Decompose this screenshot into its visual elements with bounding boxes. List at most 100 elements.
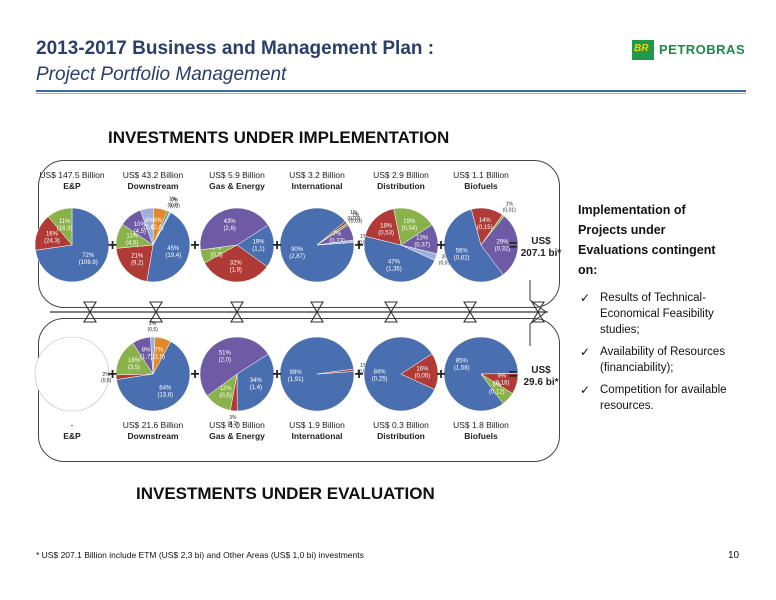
sidebar-bullet: ✓ Results of Technical-Economical Feasibi… — [580, 291, 714, 336]
sidebar-heading: Implementation of Projects under Evaluat… — [578, 203, 716, 277]
slice-label: 3% (0,1) — [228, 415, 239, 427]
pie-slice — [204, 244, 268, 283]
chart-header-name: E&P — [63, 181, 81, 191]
slice-label: 21% (9,2) — [131, 254, 144, 267]
chart-header-name: Biofuels — [464, 181, 498, 191]
pie-slice — [400, 244, 438, 261]
petrobras-logo: BR PETROBRAS — [632, 40, 752, 62]
chart-header-value: US$ 2.9 Billion — [373, 170, 429, 180]
pie-slice — [47, 207, 73, 246]
page-title: 2013-2017 Business and Management Plan : — [36, 38, 435, 59]
check-icon: ✓ — [580, 383, 591, 397]
chart-header-value: US$ 1.8 Billion — [453, 420, 509, 430]
pie-slice — [152, 211, 172, 246]
chart-header-name: E&P — [63, 431, 81, 441]
chart-header-value: US$ 5.9 Billion — [209, 170, 265, 180]
chart-header-name: Downstream — [127, 181, 178, 191]
pie-slice — [199, 336, 269, 397]
slice-label: 19% (1,1) — [252, 240, 265, 253]
chart-header-value: US$ 43.2 Billion — [123, 170, 184, 180]
slice-label: 6% (2,4) — [151, 218, 163, 231]
slice-label: 2% (0,5) — [101, 372, 112, 384]
chart-header-value: US$ 147.5 Billion — [39, 170, 104, 180]
slice-label: 32% (1,9) — [230, 260, 243, 273]
slice-label: 47% (1,35) — [386, 259, 402, 272]
slice-label: 8% (1,7) — [140, 348, 152, 361]
slice-label: 2% (0,5) — [147, 321, 158, 333]
slice-label: 56% (0,62) — [454, 248, 470, 261]
valve-icon — [83, 301, 97, 323]
slice-label: 3% (0,09) — [439, 254, 452, 266]
sidebar-bullet: ✓ Availability of Resources (financiabili… — [580, 345, 726, 374]
sidebar-bullet: ✓ Competition for available resources. — [580, 383, 727, 412]
valve-icon — [463, 301, 477, 323]
chart-header-value: US$ 1.1 Billion — [453, 170, 509, 180]
slice-label: 1% (0,03) — [347, 210, 360, 222]
slice-label: 45% (19,4) — [165, 246, 181, 259]
chart-header-value: US$ 21.6 Billion — [123, 420, 184, 430]
slice-label: 72% (106,9) — [79, 253, 98, 266]
group-total: US$ 29.6 bi* — [523, 365, 558, 388]
slice-label: 16% (0,05) — [415, 366, 431, 379]
slice-label: 16% (24,3) — [44, 231, 60, 244]
slice-label: 1% (0,03) — [349, 212, 362, 224]
chart-header-value: - — [71, 420, 74, 430]
check-icon: ✓ — [580, 291, 591, 305]
equals-sign: = — [509, 237, 518, 254]
plus-sign: + — [272, 366, 281, 383]
header-rule — [36, 90, 746, 92]
empty-pie — [34, 336, 110, 412]
slice-label: 9% (0,16) — [494, 374, 510, 387]
plus-sign: + — [108, 366, 117, 383]
pie-slice — [363, 235, 435, 283]
br-mark-icon: BR — [632, 40, 654, 60]
slice-label: 85% (1,58) — [454, 359, 470, 372]
slice-label: 12% (0,5) — [219, 386, 232, 399]
pie-slice — [199, 207, 269, 251]
pie-slice — [480, 215, 519, 275]
group-total: US$ 207.1 bi* — [521, 236, 562, 259]
plus-sign: + — [436, 366, 445, 383]
chart-header-name: Downstream — [127, 431, 178, 441]
slice-label: 0% (0,2) — [170, 197, 181, 209]
plus-sign: + — [108, 237, 117, 254]
sidebar-bullets: ✓ Results of Technical-Economical Feasibi… — [578, 290, 738, 420]
check-icon: ✓ — [580, 345, 591, 359]
pie-slice — [236, 224, 275, 267]
chart-header-name: Biofuels — [464, 431, 498, 441]
plus-sign: + — [272, 237, 281, 254]
slice-label: 13% (0,37) — [414, 235, 430, 248]
slice-label: 51% (2,0) — [219, 350, 232, 363]
slice-label: 7% (1,5) — [153, 347, 165, 360]
pie-slice — [115, 244, 154, 282]
slice-label: 14% (0,15) — [477, 218, 493, 231]
pie-slice — [316, 368, 355, 375]
slice-label: 11% (16,3) — [57, 219, 73, 232]
slice-label: 0% (0,3) — [210, 246, 222, 259]
pie-slice — [116, 341, 191, 412]
chart-header-value: US$ 3.2 Billion — [289, 170, 345, 180]
equals-sign: = — [509, 366, 518, 383]
header-rule-accent — [36, 93, 746, 94]
footnote: * US$ 207.1 Billion include ETM (US$ 2,3… — [36, 550, 364, 560]
slice-label: 43% (2,6) — [223, 219, 236, 232]
chart-header-name: Distribution — [377, 431, 425, 441]
chart-header-name: Gas & Energy — [209, 431, 265, 441]
slice-label: 18% (0,53) — [378, 224, 394, 237]
valve-icon — [384, 301, 398, 323]
slice-label: 90% (2,87) — [289, 247, 305, 260]
slice-label: 10% (4,5) — [134, 222, 147, 235]
pie-slice — [363, 336, 435, 412]
pie-slice — [146, 212, 191, 283]
bracket-line — [529, 280, 547, 346]
slice-label: 64% (13,8) — [157, 386, 173, 399]
plus-sign: + — [354, 237, 363, 254]
chart-header-value: US$ 0.3 Billion — [373, 420, 429, 430]
pie-slice — [400, 353, 439, 390]
slice-label: 7% (0,23) — [329, 232, 345, 245]
pie-slice — [443, 208, 504, 283]
pie-slice — [152, 336, 172, 375]
slice-label: 29% (0,32) — [495, 239, 511, 252]
slice-label: 19% (0,54) — [401, 219, 417, 232]
chart-header-name: Gas & Energy — [209, 181, 265, 191]
